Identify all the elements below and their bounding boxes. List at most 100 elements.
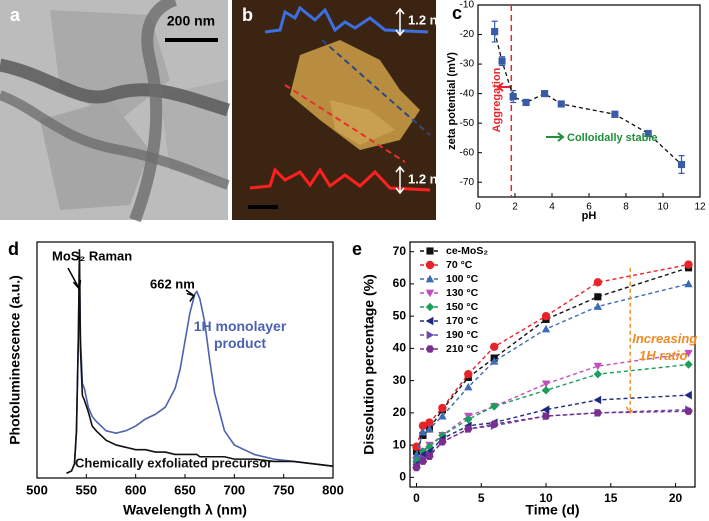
- y-tick-label: -30: [460, 59, 475, 70]
- marker: [541, 405, 550, 414]
- panel-label: d: [8, 239, 19, 259]
- marker: [684, 407, 693, 415]
- marker: [426, 247, 434, 255]
- annotation-arrow: [67, 267, 82, 291]
- panel-label: c: [452, 3, 462, 23]
- marker: [594, 293, 602, 301]
- x-tick-label: 4: [549, 202, 555, 213]
- annotation-arrow: [496, 82, 510, 92]
- x-tick-label: 8: [623, 202, 629, 213]
- marker: [593, 409, 603, 417]
- marker: [490, 402, 499, 411]
- x-tick-label: 15: [604, 491, 618, 505]
- x-axis-label: Time (d): [525, 502, 579, 518]
- panel-label: e: [352, 239, 362, 259]
- marker: [491, 28, 499, 36]
- marker: [541, 412, 551, 420]
- y-tick-label: 60: [393, 276, 407, 290]
- x-tick-label: 800: [322, 482, 344, 497]
- y-tick-label: -40: [460, 88, 475, 99]
- marker: [541, 311, 551, 321]
- series-label: Chemically exfoliated precursor: [75, 455, 272, 470]
- annotation: Increasing 1H ratio: [632, 331, 698, 363]
- marker: [490, 357, 499, 365]
- marker: [426, 330, 435, 340]
- y-tick-label: 40: [393, 341, 407, 355]
- y-tick-label: -60: [460, 147, 475, 158]
- x-tick-label: 12: [694, 202, 706, 213]
- x-tick-label: 750: [273, 482, 295, 497]
- marker: [541, 90, 549, 98]
- annotation-arrow: [185, 289, 196, 302]
- marker: [522, 98, 530, 107]
- x-tick-label: 10: [657, 202, 669, 213]
- y-tick-label: 20: [393, 405, 407, 419]
- height-label: 1.2 nm: [408, 171, 449, 186]
- marker: [425, 316, 434, 326]
- marker: [418, 427, 428, 436]
- marker: [438, 438, 447, 446]
- legend-label: 100 °C: [446, 273, 479, 285]
- legend-label: ce-MoS₂: [446, 245, 488, 257]
- x-axis-label: Wavelength λ (nm): [123, 502, 247, 518]
- marker: [425, 418, 434, 427]
- series-label: 1H monolayer product: [193, 318, 287, 351]
- marker: [611, 110, 619, 118]
- y-tick-label: -50: [460, 118, 475, 129]
- marker: [593, 369, 603, 379]
- x-tick-label: 550: [75, 482, 97, 497]
- marker: [541, 386, 551, 395]
- marker: [557, 100, 565, 108]
- y-tick-label: -10: [460, 0, 475, 11]
- x-tick-label: 10: [539, 491, 553, 505]
- legend-label: 150 °C: [446, 301, 479, 313]
- marker: [509, 92, 517, 101]
- marker: [593, 302, 603, 310]
- x-tick-label: 0: [475, 202, 481, 213]
- height-label: 1.2 nm: [408, 12, 449, 27]
- marker: [684, 279, 693, 288]
- legend-label: 210 °C: [446, 343, 479, 355]
- marker: [464, 369, 473, 379]
- marker: [498, 57, 506, 65]
- marker: [425, 260, 435, 270]
- marker: [412, 450, 421, 459]
- annotation-arrow: [546, 132, 565, 142]
- y-tick-label: 70: [393, 244, 407, 258]
- marker: [541, 380, 551, 389]
- marker: [593, 395, 602, 405]
- marker: [684, 360, 693, 369]
- marker: [438, 411, 447, 420]
- annotation-arrow: [625, 267, 635, 415]
- x-tick-label: 600: [125, 482, 147, 497]
- marker: [644, 129, 652, 138]
- marker: [464, 415, 473, 424]
- x-tick-label: 0: [413, 491, 420, 505]
- plot-frame: [409, 241, 696, 488]
- marker: [425, 345, 435, 353]
- y-axis-label: zeta potential (mV): [446, 52, 458, 150]
- marker: [490, 342, 499, 351]
- series-line: [415, 394, 689, 465]
- marker: [412, 442, 421, 451]
- y-axis-label: Photoluminescence (a.u.): [7, 275, 23, 445]
- marker: [418, 457, 428, 465]
- marker: [684, 390, 692, 400]
- y-tick-label: -20: [460, 29, 475, 40]
- afm-image: [232, 0, 436, 220]
- panel-label: b: [242, 5, 253, 25]
- marker: [464, 425, 473, 433]
- marker: [593, 278, 603, 287]
- marker: [464, 382, 473, 391]
- legend-label: 70 °C: [446, 259, 473, 271]
- y-tick-label: 50: [393, 308, 407, 322]
- annotation: MoS₂ Raman: [52, 248, 132, 263]
- y-tick-label: 30: [393, 373, 407, 387]
- annotation: Aggregation: [491, 67, 503, 132]
- marker: [593, 362, 603, 371]
- tem-image: [0, 0, 230, 223]
- legend-label: 170 °C: [446, 315, 479, 327]
- spectrum-line: [66, 249, 334, 475]
- scale-bar-label: 200 nm: [167, 13, 215, 29]
